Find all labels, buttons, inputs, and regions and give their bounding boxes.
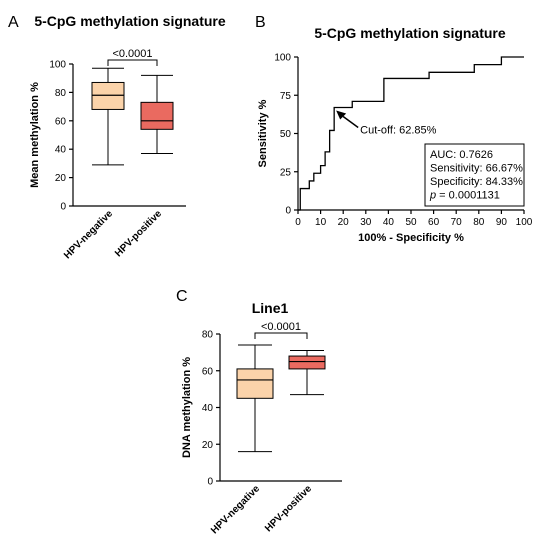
x-tick-label: 0	[295, 217, 301, 228]
y-tick-label: 80	[202, 330, 214, 341]
y-tick-label: 75	[280, 91, 292, 102]
panel-b-letter: B	[255, 14, 266, 31]
y-tick-label: 100	[49, 60, 66, 71]
box-hpv-positive	[288, 355, 326, 370]
x-tick-label: 10	[315, 217, 327, 228]
y-tick-label: 60	[202, 366, 214, 377]
y-tick-label: 40	[202, 403, 214, 414]
y-tick-label: 40	[55, 145, 67, 156]
x-tick-label: 60	[428, 217, 440, 228]
y-tick-label: 25	[280, 167, 292, 178]
cutoff-arrow-head	[336, 110, 347, 120]
x-category-label: HPV-negative	[209, 483, 262, 536]
y-axis-label: Sensitivity %	[257, 99, 269, 167]
x-axis-label: 100% - Specificity %	[358, 232, 464, 244]
x-category-label: HPV-positive	[263, 483, 314, 534]
x-tick-label: 90	[496, 217, 508, 228]
x-tick-label: 50	[405, 217, 417, 228]
y-tick-label: 80	[55, 88, 67, 99]
y-tick-label: 0	[285, 206, 291, 217]
stats-line: Sensitivity: 66.67%	[430, 163, 523, 175]
x-tick-label: 40	[383, 217, 395, 228]
y-tick-label: 20	[202, 440, 214, 451]
panel-a-title: 5-CpG methylation signature	[34, 13, 226, 29]
y-axis-label: DNA methylation %	[181, 357, 193, 458]
x-tick-label: 80	[473, 217, 485, 228]
x-tick-label: 70	[451, 217, 463, 228]
box-hpv-negative	[91, 81, 125, 110]
x-tick-label: 30	[360, 217, 372, 228]
box-hpv-negative	[236, 368, 274, 399]
cutoff-label: Cut-off: 62.85%	[360, 124, 436, 136]
y-tick-label: 100	[274, 53, 291, 64]
y-tick-label: 60	[55, 116, 67, 127]
stats-box	[424, 143, 525, 207]
y-tick-label: 0	[207, 477, 213, 488]
panel-b-chart: 0 25 50 75 100 0 10 20 30 40 50 60 70 80 90 100 100% - S…	[257, 53, 533, 245]
stats-line: Specificity: 84.33%	[430, 176, 523, 188]
panel-b: B 5-CpG methylation signature 0255075100…	[255, 14, 533, 244]
p-value-label: p = 0.0001131	[429, 190, 500, 202]
panel-c-chart: 0 20 40 60 80 DNA methylation % HPV-negative HP…	[181, 321, 342, 536]
panel-c-title: Line1	[252, 300, 289, 316]
box-hpv-positive	[140, 101, 174, 130]
significance-bracket	[107, 59, 158, 66]
panel-c-letter: C	[176, 288, 188, 305]
x-tick-label: 100	[516, 217, 533, 228]
p-symbol: p	[429, 190, 436, 202]
stats-line: AUC: 0.7626	[430, 149, 493, 161]
y-axis-label: Mean methylation %	[29, 82, 41, 188]
panel-a-chart: 0 20 40 60 80 100 Mean methylation % HPV-negati…	[29, 48, 186, 261]
x-category-label: HPV-positive	[113, 208, 164, 259]
significance-label: <0.0001	[112, 48, 152, 60]
x-tick-label: 20	[338, 217, 350, 228]
panel-b-title: 5-CpG methylation signature	[314, 25, 506, 41]
significance-label: <0.0001	[261, 321, 301, 333]
roc-curve	[298, 56, 524, 211]
y-tick-label: 0	[60, 202, 66, 213]
panel-a: A 5-CpG methylation signature 0 20 40 60 80 1…	[8, 13, 226, 261]
x-category-label: HPV-negative	[62, 208, 115, 261]
panel-c: C Line1 0 20 40 60 80 DNA methylation % HPV-ne…	[176, 288, 342, 536]
significance-bracket	[254, 332, 308, 339]
panel-a-letter: A	[8, 14, 19, 31]
p-value: = 0.0001131	[436, 190, 500, 202]
y-tick-label: 20	[55, 173, 67, 184]
y-tick-label: 50	[280, 129, 292, 140]
cutoff-arrow-shaft	[342, 115, 359, 129]
